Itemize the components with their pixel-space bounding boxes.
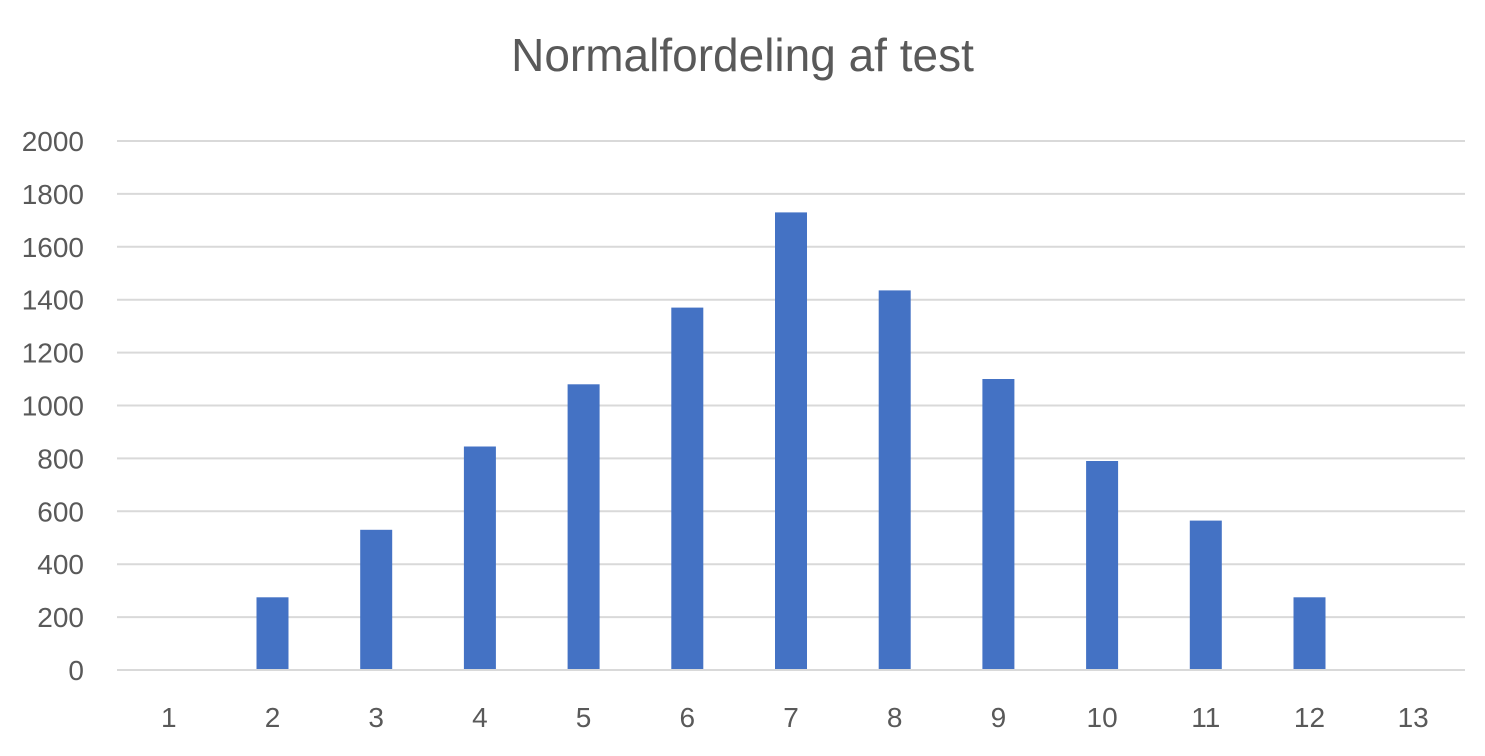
x-tick-label: 5	[576, 702, 592, 733]
y-tick-label: 200	[37, 602, 84, 633]
y-tick-labels: 0 200 400 600 800 1000 1200 1400 1600 1800 2000	[22, 126, 84, 686]
y-tick-label: 1400	[22, 285, 84, 316]
y-tick-label: 2000	[22, 126, 84, 157]
chart-title: Normalfordeling af test	[511, 29, 974, 81]
x-tick-label: 13	[1398, 702, 1429, 733]
x-tick-label: 6	[680, 702, 696, 733]
bar-6	[671, 307, 704, 670]
y-tick-label: 800	[37, 443, 84, 474]
x-tick-labels: 1 2 3 4 5 6 7 8 9 10 11 12 13	[161, 702, 1429, 733]
x-tick-label: 10	[1087, 702, 1118, 733]
bar-5	[567, 384, 600, 670]
bar-3	[360, 529, 393, 670]
x-tick-label: 7	[783, 702, 799, 733]
bar-4	[463, 446, 496, 670]
x-tick-label: 4	[472, 702, 488, 733]
bars	[256, 212, 1326, 670]
y-tick-label: 600	[37, 496, 84, 527]
x-tick-label: 11	[1191, 702, 1220, 733]
bar-7	[775, 212, 807, 670]
bar-12	[1293, 597, 1326, 670]
x-tick-label: 9	[991, 702, 1007, 733]
y-tick-label: 1200	[22, 338, 84, 369]
bar-10	[1086, 461, 1119, 670]
x-tick-label: 8	[887, 702, 903, 733]
bar-9	[982, 379, 1015, 670]
bar-2	[256, 597, 289, 670]
y-tick-label: 0	[68, 655, 84, 686]
bar-11	[1189, 520, 1222, 670]
y-tick-label: 1800	[22, 179, 84, 210]
x-tick-label: 12	[1294, 702, 1325, 733]
y-tick-label: 400	[37, 549, 84, 580]
x-tick-label: 3	[368, 702, 384, 733]
y-tick-label: 1600	[22, 232, 84, 263]
x-tick-label: 1	[161, 702, 177, 733]
bar-8	[878, 290, 911, 670]
y-tick-label: 1000	[22, 391, 84, 422]
x-tick-label: 2	[265, 702, 281, 733]
